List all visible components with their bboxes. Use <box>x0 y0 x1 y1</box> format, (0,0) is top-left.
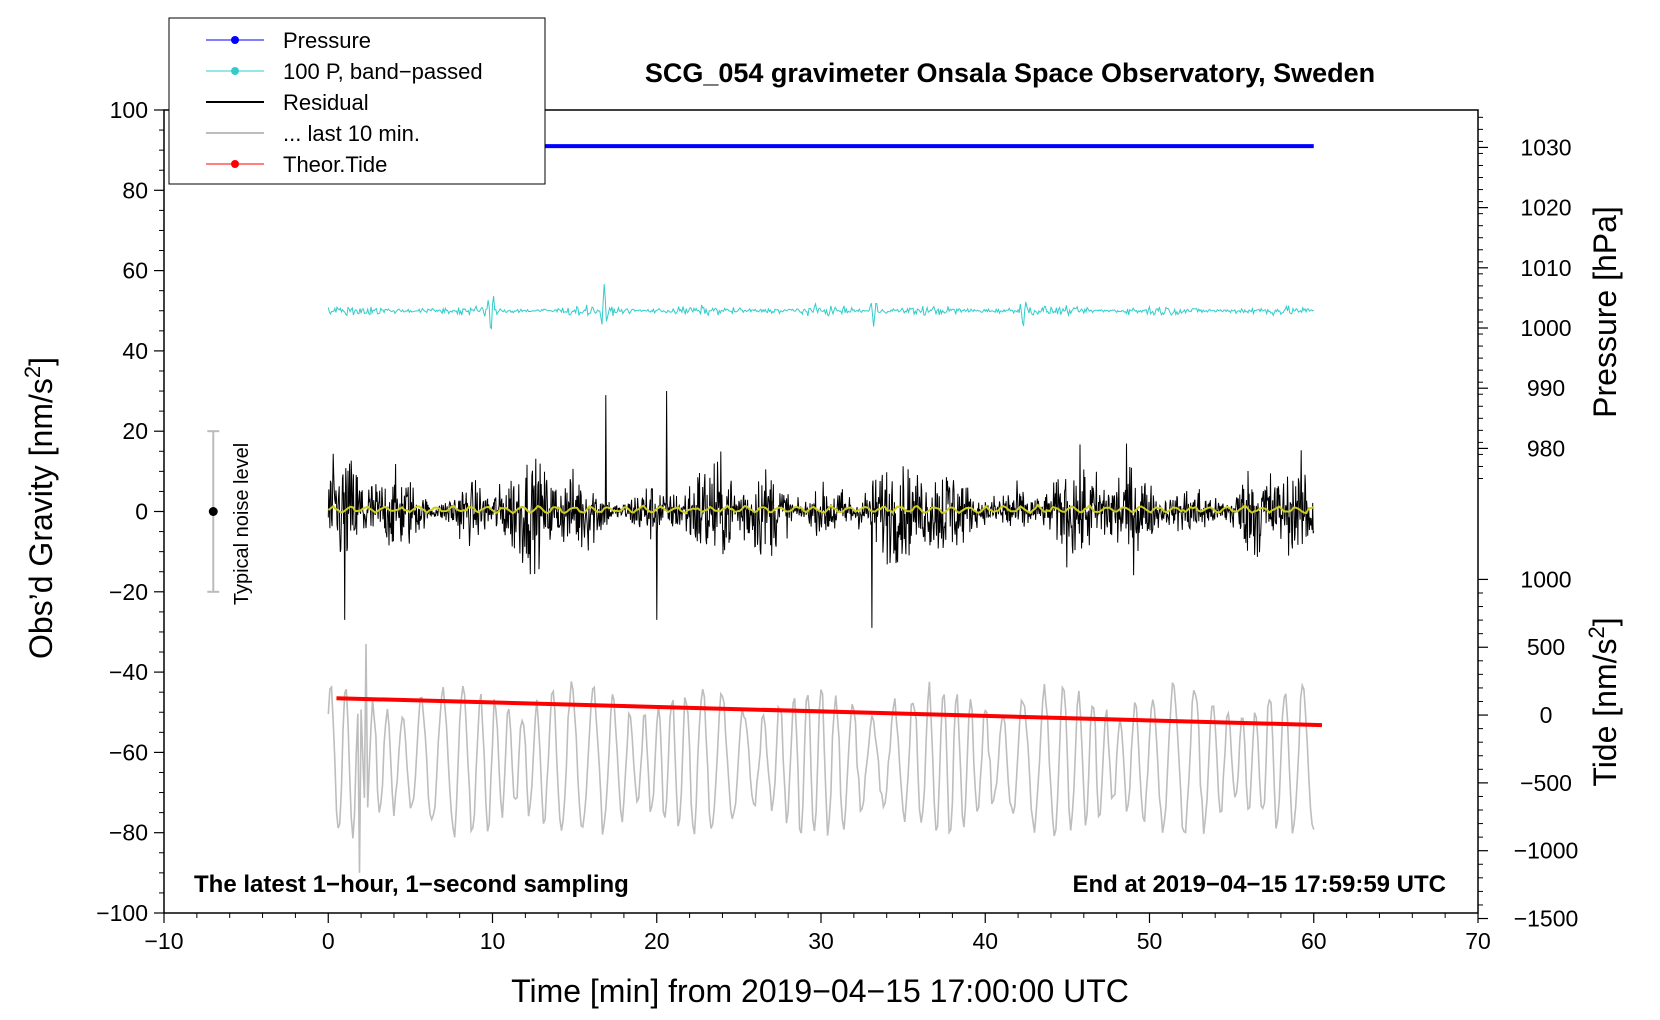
legend-label: 100 P, band−passed <box>283 59 483 84</box>
x-tick-label: 50 <box>1137 928 1163 954</box>
pressure-tick-label: 1010 <box>1520 255 1571 281</box>
y-tick-label: 80 <box>122 177 148 203</box>
residual-line <box>327 390 1315 628</box>
pressure-tick-label: 980 <box>1527 435 1565 461</box>
annotation-end-time: End at 2019−04−15 17:59:59 UTC <box>1072 871 1446 898</box>
legend-label: Pressure <box>283 28 371 53</box>
noise-bar-center <box>208 507 218 516</box>
legend-marker <box>231 67 239 75</box>
y-tick-label: −20 <box>109 579 148 605</box>
y-tick-label: −100 <box>96 900 148 926</box>
tide-axis-label: Tide [nm/s2] <box>1584 617 1623 786</box>
legend-label: Theor.Tide <box>283 152 387 177</box>
pressure-tick-label: 990 <box>1527 375 1565 401</box>
pressure-tick-label: 1000 <box>1520 315 1571 341</box>
series-layer <box>207 144 1323 873</box>
x-tick-label: 20 <box>644 928 670 954</box>
tide-tick-label: −1000 <box>1514 838 1579 864</box>
y-tick-label: 20 <box>122 418 148 444</box>
x-tick-label: 10 <box>480 928 506 954</box>
x-axis-label: Time [min] from 2019−04−15 17:00:00 UTC <box>511 973 1129 1009</box>
tide-tick-label: −500 <box>1520 770 1572 796</box>
y-tick-label: −60 <box>109 739 148 765</box>
tide-tick-label: 1000 <box>1520 566 1571 592</box>
x-tick-label: 40 <box>972 928 998 954</box>
axes-layer: −10 0 10 20 30 40 50 60 70100806040200−20−40−60−… <box>96 97 1578 954</box>
x-tick-label: 0 <box>322 928 335 954</box>
x-tick-label: 60 <box>1301 928 1327 954</box>
x-tick-label: 70 <box>1465 928 1491 954</box>
legend-marker <box>231 36 239 44</box>
pressure-tick-label: 1020 <box>1520 195 1571 221</box>
tide-tick-label: −1500 <box>1514 906 1579 932</box>
chart-title: SCG_054 gravimeter Onsala Space Observat… <box>645 58 1375 88</box>
y-tick-label: 0 <box>135 499 148 525</box>
noise-level-label: Typical noise level <box>231 443 253 605</box>
legend-label: Residual <box>283 90 369 115</box>
y-tick-label: 100 <box>110 97 148 123</box>
y-tick-label: −80 <box>109 820 148 846</box>
tide-tick-label: 0 <box>1540 702 1553 728</box>
theoretical-tide-line <box>336 696 1323 728</box>
band-passed-pressure-line <box>327 284 1315 330</box>
x-tick-label: 30 <box>808 928 834 954</box>
legend-marker <box>231 160 239 168</box>
y-tick-label: −40 <box>109 659 148 685</box>
pressure-tick-label: 1030 <box>1520 134 1571 160</box>
last-10-min-line <box>327 643 1315 873</box>
tide-tick-label: 500 <box>1527 634 1565 660</box>
residual-smoothed-line <box>327 503 1315 515</box>
pressure-axis-label: Pressure [hPa] <box>1587 206 1623 418</box>
legend: Pressure 100 P, band−passed Residual ... la… <box>168 17 546 185</box>
legend-label: ... last 10 min. <box>283 121 420 146</box>
y-tick-label: 60 <box>122 258 148 284</box>
y-tick-label: 40 <box>122 338 148 364</box>
annotation-sampling: The latest 1−hour, 1−second sampling <box>194 871 629 898</box>
y-axis-label-left: Obs’d Gravity [nm/s2] <box>20 357 59 659</box>
x-tick-label: −10 <box>144 928 183 954</box>
